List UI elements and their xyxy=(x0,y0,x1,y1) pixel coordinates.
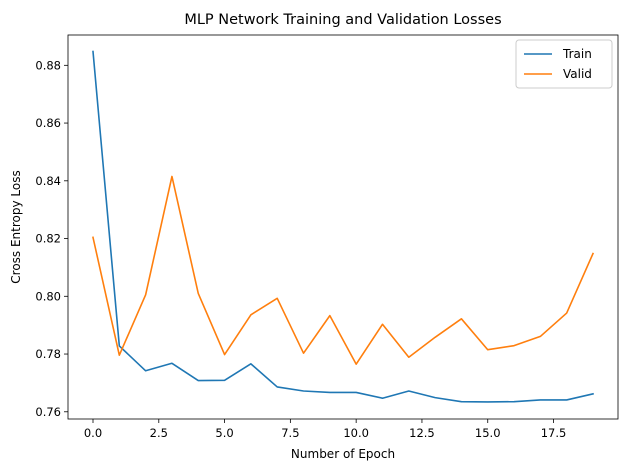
legend-box xyxy=(515,39,613,89)
data-point-valid xyxy=(329,314,331,316)
x-tick-label: 10.0 xyxy=(343,426,369,440)
data-point-valid xyxy=(381,323,383,325)
x-tick-label: 15.0 xyxy=(475,426,501,440)
data-point-valid xyxy=(487,349,489,351)
data-point-train xyxy=(513,400,515,402)
data-point-valid xyxy=(592,252,594,254)
data-point-train xyxy=(329,391,331,393)
data-point-valid xyxy=(434,336,436,338)
y-tick-label: 0.80 xyxy=(35,289,61,303)
y-tick-label: 0.78 xyxy=(35,347,61,361)
axes-frame xyxy=(67,34,619,420)
data-point-train xyxy=(434,396,436,398)
data-point-train xyxy=(171,362,173,364)
data-point-valid xyxy=(118,354,120,356)
legend-label-valid: Valid xyxy=(563,67,592,81)
data-point-train xyxy=(592,393,594,395)
y-tick-label: 0.88 xyxy=(35,58,61,72)
data-point-train xyxy=(539,399,541,401)
data-point-train xyxy=(250,363,252,365)
x-tick-label: 17.5 xyxy=(541,426,567,440)
series-line-valid xyxy=(92,175,595,365)
y-tick-label: 0.86 xyxy=(35,116,61,130)
x-tick-label: 0.0 xyxy=(84,426,102,440)
chart-title: MLP Network Training and Validation Loss… xyxy=(184,12,501,28)
legend: Train Valid xyxy=(515,39,613,89)
data-point-valid xyxy=(539,335,541,337)
data-point-train xyxy=(118,345,120,347)
x-axis-label: Number of Epoch xyxy=(291,447,395,461)
y-tick-label: 0.82 xyxy=(35,232,61,246)
data-point-train xyxy=(408,390,410,392)
data-point-valid xyxy=(197,292,199,294)
legend-label-train: Train xyxy=(562,47,592,61)
data-point-train xyxy=(487,401,489,403)
data-point-valid xyxy=(408,356,410,358)
data-point-valid xyxy=(513,344,515,346)
data-point-valid xyxy=(144,294,146,296)
data-point-train xyxy=(92,50,94,52)
data-point-train xyxy=(565,399,567,401)
data-point-train xyxy=(197,379,199,381)
data-point-train xyxy=(223,379,225,381)
x-tick-label: 12.5 xyxy=(409,426,435,440)
data-point-train xyxy=(460,400,462,402)
data-point-train xyxy=(381,397,383,399)
data-point-train xyxy=(276,386,278,388)
data-point-valid xyxy=(223,353,225,355)
data-point-train xyxy=(355,391,357,393)
x-tick-label: 5.0 xyxy=(215,426,233,440)
data-point-valid xyxy=(565,312,567,314)
y-tick-label: 0.84 xyxy=(35,174,61,188)
x-tick-label: 7.5 xyxy=(281,426,299,440)
data-point-valid xyxy=(92,236,94,238)
y-axis-label: Cross Entropy Loss xyxy=(9,170,23,283)
y-tick-label: 0.76 xyxy=(35,405,61,419)
data-point-valid xyxy=(302,352,304,354)
series-line-train xyxy=(92,50,594,403)
data-point-valid xyxy=(355,363,357,365)
data-point-train xyxy=(302,390,304,392)
plot-area: 0.0 2.5 5.0 7.5 10.0 12.5 15.0 17.5 0.76 0.78 0.80… xyxy=(35,34,619,440)
data-point-valid xyxy=(460,318,462,320)
x-tick-label: 2.5 xyxy=(150,426,168,440)
data-point-train xyxy=(144,370,146,372)
data-point-valid xyxy=(250,314,252,316)
data-point-valid xyxy=(276,297,278,299)
data-point-valid xyxy=(171,175,173,177)
